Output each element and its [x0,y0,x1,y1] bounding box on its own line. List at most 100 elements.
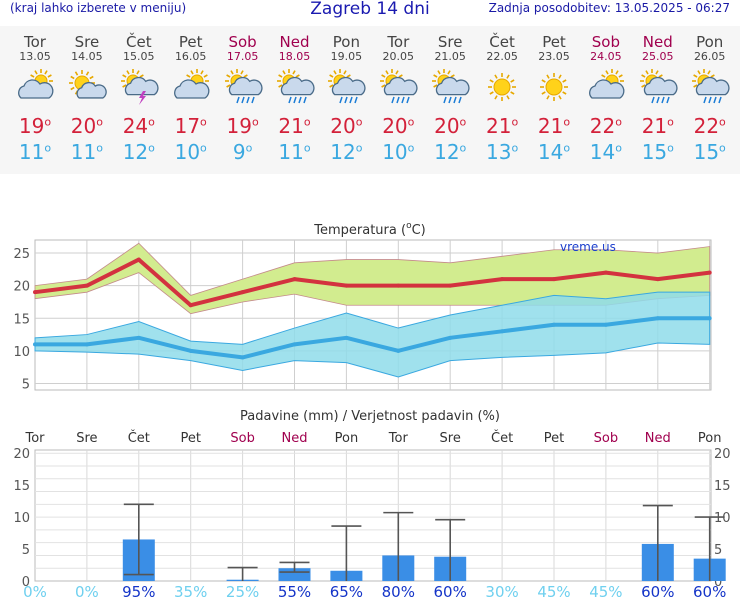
y-tick-label: 5 [22,377,30,392]
data-point [500,277,505,282]
forecast-day[interactable]: Pon 26.05 22o 15o [685,26,735,166]
x-tick-label: Sob [594,431,618,446]
day-date: 26.05 [693,50,726,63]
forecast-day[interactable]: Pet 23.05 21o 14o [529,26,579,166]
data-point [448,335,453,340]
y-tick-label: 0 [22,575,30,590]
max-temp: 24o [122,114,155,138]
day-name: Sre [437,33,463,51]
forecast-day[interactable]: Sre 14.05 20o 11o [62,26,112,166]
data-point [292,277,297,282]
forecast-day[interactable]: Tor 20.05 20o 10o [373,26,423,166]
precip-chart-title: Padavine (mm) / Verjetnost padavin (%) [240,409,500,424]
data-point [84,283,89,288]
min-temp: 15o [641,140,674,164]
data-point [552,277,556,282]
max-temp: 20o [434,114,467,138]
min-temp: 11o [278,140,311,164]
location-hint[interactable]: (kraj lahko izberete v meniju) [10,1,187,15]
day-name: Sre [74,33,100,51]
day-date: 22.05 [486,50,518,63]
forecast-day[interactable]: Ned 25.05 21o 15o [633,26,683,166]
day-date: 18.05 [278,50,311,63]
partly-cloudy-icon [18,69,54,99]
x-tick-label: Sob [230,431,254,446]
x-tick-label: Sre [440,431,461,446]
max-temp: 17o [174,114,207,138]
max-temp: 22o [693,114,726,138]
sun-icon [488,73,517,101]
y-tick-label: 25 [13,247,30,262]
x-tick-label: Pet [544,431,564,446]
partly-cloudy-icon [588,69,625,99]
forecast-day[interactable]: Čet 15.05 24o 12o [114,26,164,166]
day-name: Sob [228,33,257,51]
precip-probability: 0% [23,583,47,600]
series-line-min [35,316,710,360]
day-name: Pet [178,33,203,51]
forecast-day[interactable]: Ned 18.05 21o 11o [270,26,320,166]
y-tick-label-right: 20 [714,447,731,462]
temp-chart-title: Temperatura (oC) [313,221,425,238]
precip-probability: 95% [122,583,155,600]
day-date: 19.05 [330,50,363,63]
day-name: Ned [642,33,673,51]
x-tick-label: Pet [180,431,200,446]
forecast-day[interactable]: Tor 13.05 19o 11o [10,26,60,166]
min-temp-range-band [34,291,711,378]
forecast-day[interactable]: Pet 16.05 17o 10o [166,26,216,166]
data-point [707,270,712,275]
max-temp: 21o [278,114,311,138]
forecast-day[interactable]: Sre 21.05 20o 12o [425,26,475,166]
sun-rain-icon [276,69,315,104]
forecast-day[interactable]: Čet 22.05 21o 13o [477,26,527,166]
max-temp: 19o [226,114,259,138]
watermark: vreme.us [560,240,616,254]
day-name: Ned [279,33,310,51]
max-temp: 19o [18,114,52,138]
min-temp: 13o [486,140,519,164]
data-point [707,316,712,321]
forecast-day[interactable]: Sob 24.05 22o 14o [581,26,631,166]
day-name: Sob [591,33,620,51]
day-name: Čet [489,33,515,51]
data-point [344,335,349,340]
day-date: 21.05 [434,50,466,63]
forecast-day[interactable]: Pon 19.05 20o 12o [321,26,371,166]
sun-rain-icon [639,69,678,104]
x-tick-label: Ned [645,431,671,446]
max-temp: 22o [589,114,622,138]
data-point [188,348,193,353]
data-point [655,316,660,321]
precip-probability: 45% [589,583,622,600]
forecast-day[interactable]: Sob 17.05 19o 9o [218,26,268,166]
day-date: 24.05 [590,50,622,63]
precip-probability: 25% [226,583,259,600]
min-temp: 12o [122,140,155,164]
max-temp: 20o [382,114,415,138]
day-date: 13.05 [19,50,51,63]
max-temp: 20o [70,114,103,138]
y-tick-label-right: 10 [714,511,731,526]
thunderstorm-icon [120,69,159,105]
day-date: 20.05 [382,50,415,63]
precip-probability: 30% [485,583,518,600]
data-point [396,283,401,288]
day-date: 15.05 [123,50,155,63]
precip-probability: 55% [278,583,311,600]
precip-probability: 65% [330,583,363,600]
data-point [552,322,556,327]
min-temp: 12o [434,140,467,164]
day-date: 17.05 [226,50,259,63]
data-point [500,329,505,334]
precip-probability: 60% [693,583,726,600]
y-tick-label: 10 [13,345,30,360]
data-point [136,257,141,262]
temperature-chart: 5 10 15 20 25 Temperatura (oC) vreme.us [13,221,712,392]
data-point [603,322,608,327]
day-name: Pon [696,33,724,51]
data-point [344,283,349,288]
data-point [33,342,37,347]
x-tick-label: Pon [698,431,722,446]
y-tick-label-right: 0 [714,575,722,590]
